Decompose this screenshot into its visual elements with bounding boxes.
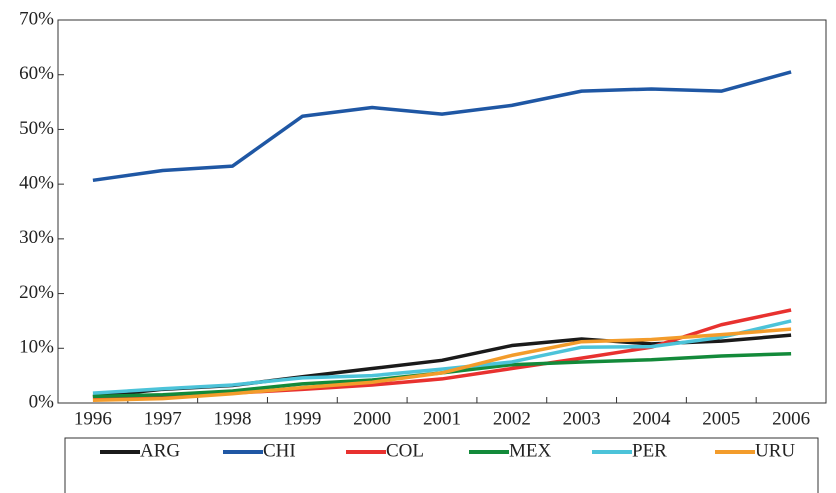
y-tick-label: 10% (19, 337, 54, 358)
x-tick-label: 1996 (74, 408, 112, 429)
x-tick-label: 2004 (632, 408, 671, 429)
x-tick-label: 2002 (493, 408, 531, 429)
x-tick-label: 1999 (283, 408, 321, 429)
x-tick-label: 2006 (772, 408, 810, 429)
x-tick-label: 2005 (702, 408, 740, 429)
legend-label: URU (755, 440, 795, 461)
legend-label: MEX (509, 440, 552, 461)
y-tick-label: 40% (19, 173, 54, 194)
legend-label: ARG (140, 440, 180, 461)
x-tick-label: 2001 (423, 408, 461, 429)
series-line (92, 70, 792, 183)
x-tick-label: 2003 (563, 408, 601, 429)
y-tick-label: 70% (19, 8, 54, 29)
y-tick-label: 30% (19, 227, 54, 248)
x-tick-label: 2000 (353, 408, 391, 429)
legend-label: PER (632, 440, 667, 461)
series-line (92, 319, 792, 395)
plot-frame (57, 19, 827, 404)
legend-box (64, 437, 819, 493)
series-line (92, 308, 792, 400)
y-tick-label: 50% (19, 118, 54, 139)
x-tick-label: 1998 (214, 408, 252, 429)
y-tick-label: 0% (29, 391, 55, 412)
y-tick-label: 20% (19, 282, 54, 303)
legend-label: CHI (263, 440, 296, 461)
x-tick-label: 1997 (144, 408, 182, 429)
y-tick-label: 60% (19, 63, 54, 84)
legend-label: COL (386, 440, 424, 461)
series-line (92, 327, 792, 403)
